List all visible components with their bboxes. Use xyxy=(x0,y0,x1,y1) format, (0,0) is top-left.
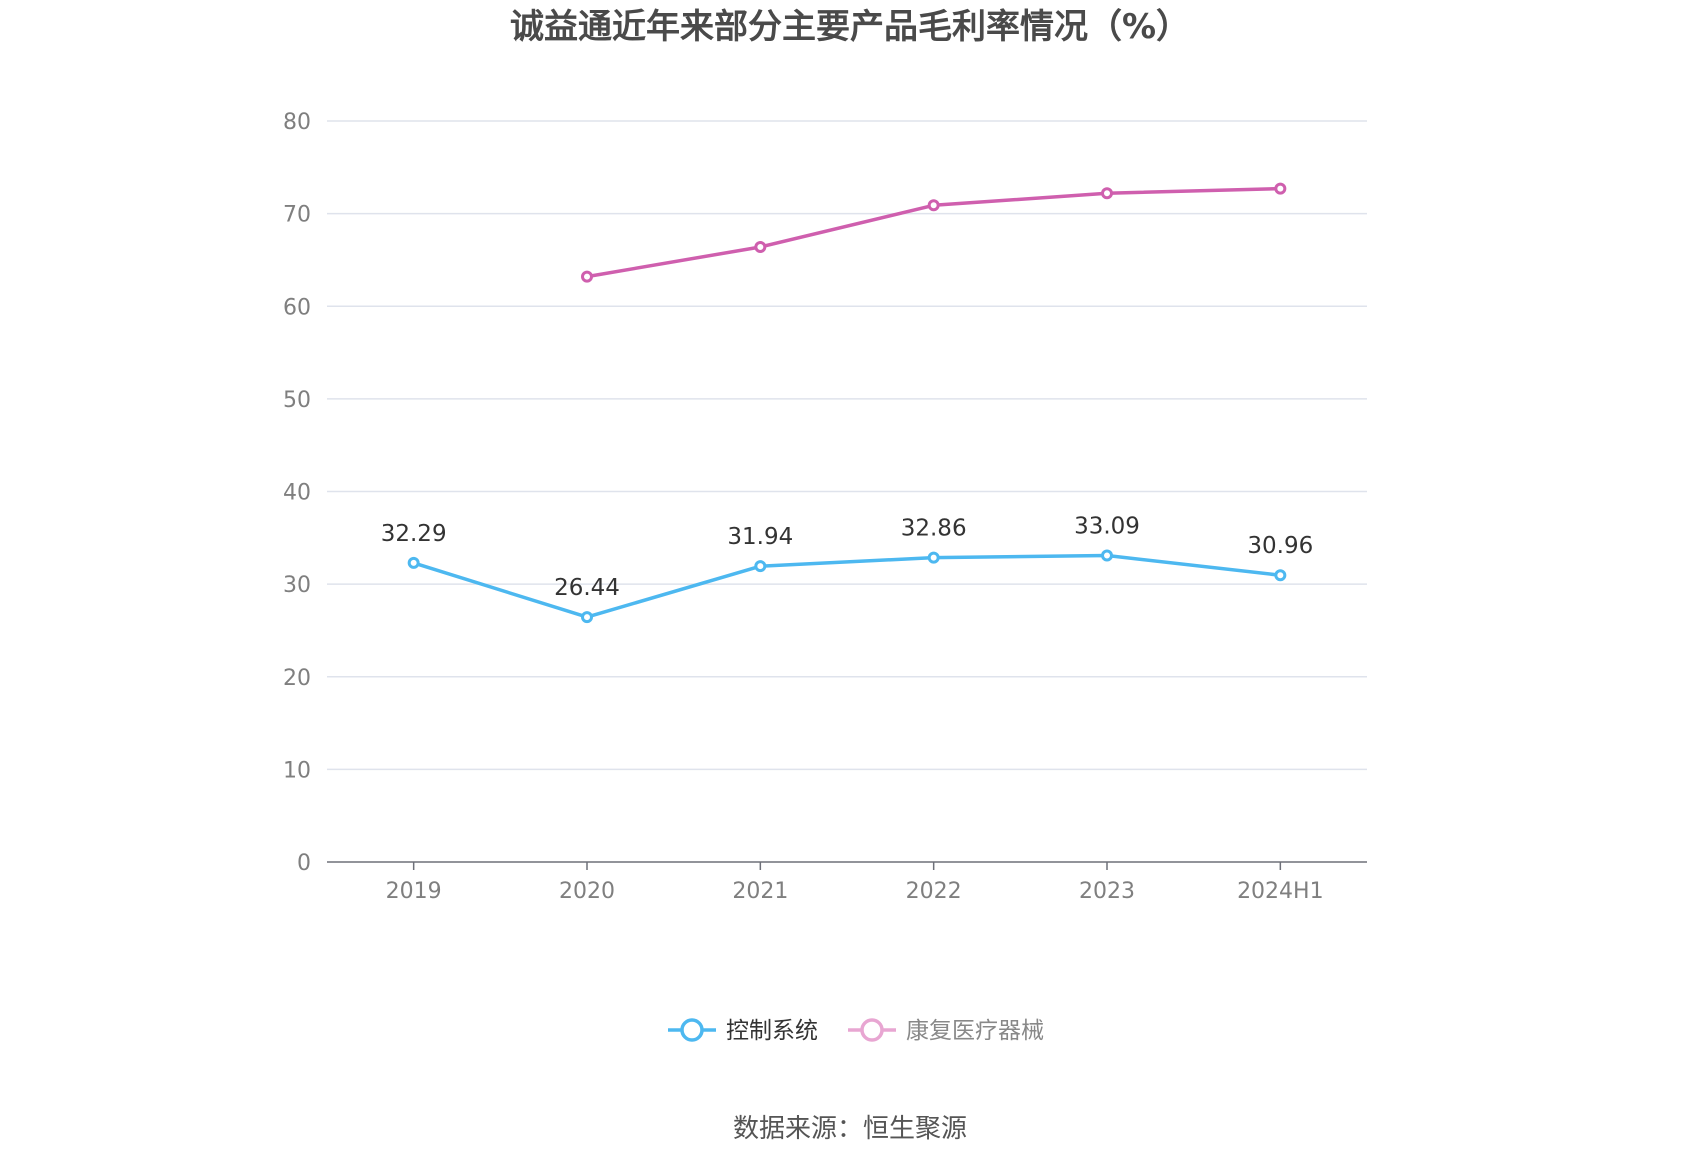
y-tick-label: 10 xyxy=(283,758,311,783)
legend-circle-marker xyxy=(860,1018,884,1042)
series-line-0 xyxy=(411,553,1283,619)
y-tick-label: 50 xyxy=(283,388,311,413)
data-point[interactable] xyxy=(1274,182,1287,195)
data-point[interactable] xyxy=(927,551,940,564)
data-label: 31.94 xyxy=(727,524,793,550)
legend-label: 控制系统 xyxy=(726,1018,818,1044)
x-tick-label: 2024H1 xyxy=(1237,879,1324,904)
legend-item-1[interactable]: 康复医疗器械 xyxy=(848,1018,1044,1044)
data-label: 33.09 xyxy=(1074,514,1140,540)
y-tick-label: 60 xyxy=(283,295,311,320)
data-point[interactable] xyxy=(407,556,420,569)
grid-lines xyxy=(327,120,1367,771)
series-layer xyxy=(407,182,1287,624)
y-tick-label: 80 xyxy=(283,110,311,135)
data-point[interactable] xyxy=(581,611,593,624)
x-tick-label: 2022 xyxy=(906,879,962,904)
y-tick-label: 20 xyxy=(283,666,311,691)
data-point[interactable] xyxy=(1101,187,1113,200)
data-point[interactable] xyxy=(1274,569,1287,582)
x-tick-label: 2019 xyxy=(386,879,442,904)
chart-title: 诚益通近年来部分主要产品毛利率情况（%） xyxy=(510,7,1190,47)
data-labels: 32.29 26.44 31.94 32.86 33.09 30.96 xyxy=(381,514,1314,602)
y-tick-label: 0 xyxy=(297,851,311,876)
legend-item-0[interactable]: 控制系统 xyxy=(668,1018,818,1044)
axes: 0 10 20 30 40 50 60 70 80 2019 2020 2021 2022 2023 202… xyxy=(283,110,1367,904)
data-point[interactable] xyxy=(754,560,767,573)
x-tick-label: 2023 xyxy=(1079,879,1135,904)
x-tick-label: 2020 xyxy=(559,879,615,904)
y-tick-label: 30 xyxy=(283,573,311,598)
legend-label: 康复医疗器械 xyxy=(906,1018,1044,1044)
data-label: 30.96 xyxy=(1247,533,1313,559)
data-point[interactable] xyxy=(754,240,767,253)
data-point[interactable] xyxy=(1101,549,1113,562)
legend-circle-marker xyxy=(680,1018,704,1042)
y-tick-label: 70 xyxy=(283,203,311,228)
data-label: 32.86 xyxy=(901,516,967,542)
data-label: 26.44 xyxy=(554,575,620,601)
data-point[interactable] xyxy=(927,199,940,212)
y-tick-label: 40 xyxy=(283,481,311,506)
legend[interactable]: 控制系统 康复医疗器械 xyxy=(668,1018,1044,1044)
data-point[interactable] xyxy=(581,270,593,283)
data-label: 32.29 xyxy=(381,521,447,547)
x-tick-label: 2021 xyxy=(732,879,788,904)
source-text: 数据来源：恒生聚源 xyxy=(733,1114,967,1144)
